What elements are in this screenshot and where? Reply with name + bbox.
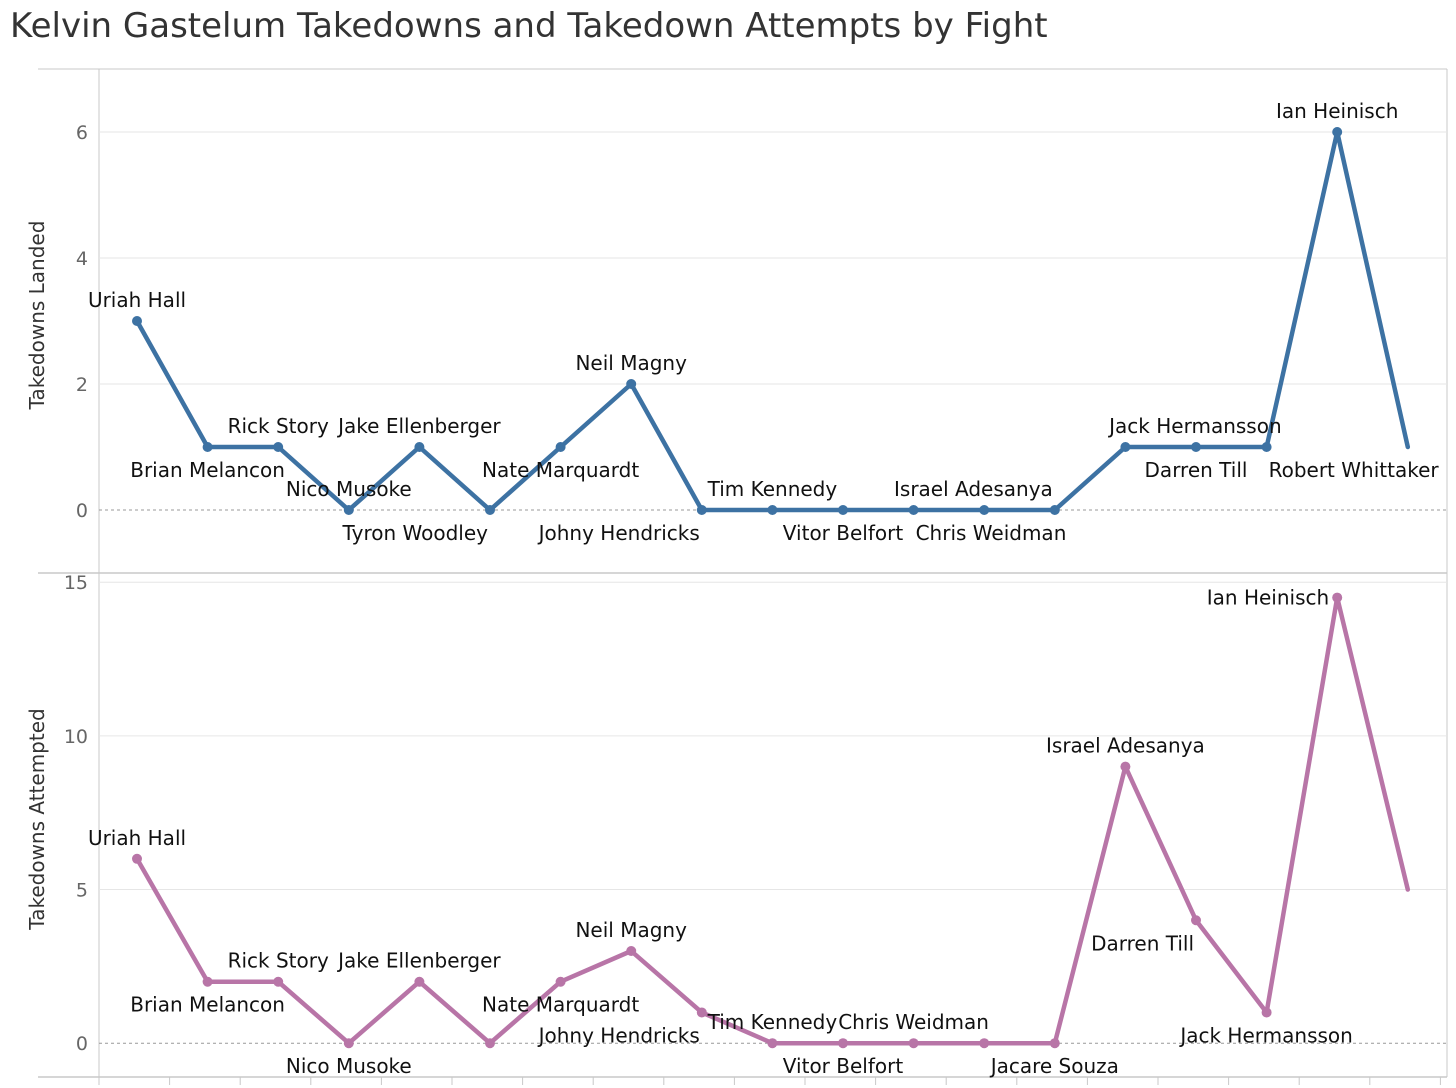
landed-point-label: Ian Heinisch: [1276, 99, 1398, 123]
attempted-point: [767, 1038, 778, 1049]
landed-point-label: Israel Adesanya: [894, 477, 1053, 501]
attempted-point: [1049, 1038, 1060, 1049]
landed-point: [626, 379, 637, 389]
landed-point-label: Uriah Hall: [88, 288, 186, 312]
landed-point: [414, 442, 425, 452]
attempted-point: [1120, 761, 1131, 772]
attempted-point: [696, 1007, 707, 1018]
y-axis-title: Takedowns Attempted: [25, 708, 49, 930]
attempted-point-label: Johny Hendricks: [537, 1023, 700, 1047]
landed-series-line: [134, 129, 1411, 513]
y-tick-label: 0: [76, 1033, 88, 1055]
landed-point-label: Nico Musoke: [286, 477, 412, 501]
landed-point-label: Vitor Belfort: [783, 521, 904, 545]
landed-point: [343, 505, 354, 515]
landed-point-label: Darren Till: [1145, 458, 1248, 482]
landed-point-label: Johny Hendricks: [537, 521, 700, 545]
y-tick-label: 0: [76, 500, 88, 522]
attempted-point-label: Nico Musoke: [286, 1054, 412, 1078]
landed-point: [696, 505, 707, 515]
attempted-point-label: Jake Ellenberger: [336, 949, 501, 973]
attempted-point-label: Tim Kennedy: [707, 1010, 838, 1034]
attempted-point: [343, 1038, 354, 1049]
y-tick-label: 5: [76, 880, 88, 902]
attempted-point-label: Jacare Souza: [989, 1054, 1119, 1078]
attempted-point: [485, 1038, 495, 1049]
landed-point-label: Robert Whittaker: [1269, 458, 1440, 482]
landed-point-label: Jake Ellenberger: [336, 414, 501, 438]
landed-point: [1261, 442, 1272, 452]
attempted-point-label: Rick Story: [228, 949, 329, 973]
landed-point-label: Chris Weidman: [916, 521, 1067, 545]
y-tick-label: 10: [64, 726, 88, 748]
attempted-point-label: Chris Weidman: [838, 1010, 989, 1034]
attempted-point-label: Darren Till: [1091, 931, 1194, 955]
landed-point-label: Jack Hermansson: [1107, 414, 1281, 438]
landed-point: [485, 505, 495, 515]
y-axis-title: Takedowns Landed: [25, 221, 49, 411]
attempted-point-label: Israel Adesanya: [1046, 734, 1205, 758]
attempted-point: [202, 976, 213, 987]
landed-point: [908, 505, 919, 515]
attempted-point: [838, 1038, 848, 1049]
y-tick-label: 2: [76, 374, 88, 396]
attempted-point: [979, 1038, 990, 1049]
attempted-point-label: Jack Hermansson: [1178, 1023, 1352, 1047]
y-tick-label: 6: [76, 122, 88, 144]
attempted-series-line: [134, 595, 1411, 1046]
landed-point: [273, 442, 284, 452]
landed-point: [1191, 442, 1201, 452]
attempted-point: [626, 946, 637, 956]
attempted-point-label: Neil Magny: [575, 918, 687, 942]
landed-point-label: Tyron Woodley: [342, 521, 489, 545]
attempted-point: [273, 976, 284, 987]
attempted-point: [414, 976, 425, 987]
landed-point: [767, 505, 778, 515]
attempted-point: [908, 1038, 919, 1049]
attempted-point: [1261, 1007, 1272, 1018]
landed-point: [132, 316, 142, 326]
landed-point: [1332, 127, 1343, 137]
attempted-point: [1191, 915, 1201, 926]
landed-point: [838, 505, 848, 515]
landed-point: [1049, 505, 1060, 515]
attempted-point-label: Vitor Belfort: [783, 1054, 904, 1078]
y-tick-label: 4: [76, 248, 88, 270]
attempted-point: [132, 853, 142, 864]
landed-point-label: Tim Kennedy: [707, 477, 838, 501]
landed-point-label: Nate Marquardt: [482, 458, 639, 482]
attempted-point-label: Nate Marquardt: [482, 993, 639, 1017]
attempted-point-label: Uriah Hall: [88, 826, 186, 850]
landed-point-label: Rick Story: [228, 414, 329, 438]
chart-title: Kelvin Gastelum Takedowns and Takedown A…: [10, 6, 1048, 46]
attempted-point-label: Brian Melancon: [130, 993, 285, 1017]
attempted-point: [1332, 592, 1343, 603]
landed-point: [1120, 442, 1131, 452]
attempted-point-label: Ian Heinisch: [1207, 586, 1329, 610]
landed-point: [202, 442, 213, 452]
landed-point: [555, 442, 566, 452]
y-tick-label: 15: [64, 572, 88, 594]
attempted-point: [555, 976, 566, 987]
landed-point-label: Neil Magny: [575, 351, 687, 375]
landed-point: [979, 505, 990, 515]
landed-point-label: Brian Melancon: [130, 458, 285, 482]
